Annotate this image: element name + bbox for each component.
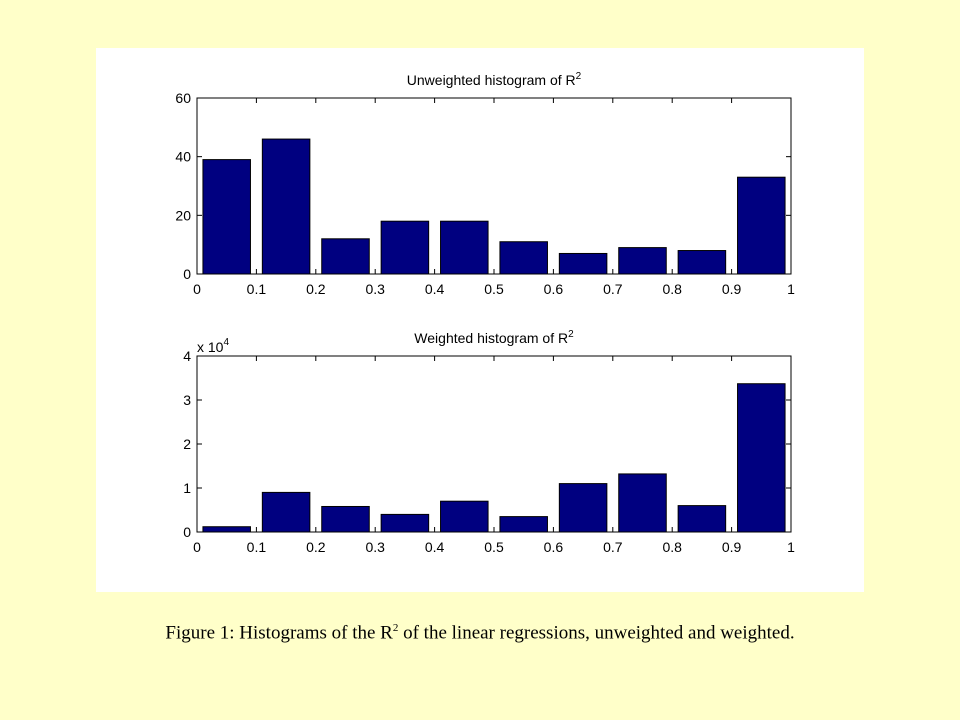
caption-superscript: 2 [392,622,399,634]
caption-text-after: of the linear regressions, unweighted an… [398,622,795,644]
unweighted-chart-title-superscript: 2 [576,71,582,82]
weighted-x-tick-label: 1 [787,539,795,555]
unweighted-x-tick-label: 1 [787,281,795,297]
weighted-x-tick-label: 0.6 [544,539,564,555]
weighted-y-tick-label: 3 [183,392,191,408]
weighted-y-tick-label: 0 [183,524,191,540]
weighted-y-tick-label: 1 [183,480,191,496]
weighted-x-tick-label: 0.2 [306,539,326,555]
weighted-y-tick-label: 2 [183,436,191,452]
unweighted-bar [499,241,548,275]
unweighted-chart-title: Unweighted histogram of R2 [407,71,582,88]
unweighted-y-tick-label: 60 [175,90,191,106]
unweighted-x-tick-label: 0.6 [544,281,564,297]
weighted-y-tick-label: 4 [183,348,191,364]
weighted-chart-title-text: Weighted histogram of R [414,330,568,346]
unweighted-x-tick-label: 0.7 [603,281,623,297]
unweighted-y-tick-label: 0 [183,266,191,282]
unweighted-bar [202,159,251,275]
unweighted-x-tick-label: 0.9 [722,281,742,297]
weighted-bar [737,383,786,533]
unweighted-bar [440,220,489,275]
weighted-chart-title-superscript: 2 [568,329,574,340]
unweighted-x-tick-label: 0.3 [365,281,385,297]
unweighted-y-tick-label: 40 [175,149,191,165]
unweighted-x-tick-label: 0.8 [662,281,682,297]
weighted-bar [380,513,430,533]
weighted-bar [261,491,311,533]
weighted-bar [321,505,370,533]
unweighted-bar [558,252,608,275]
unweighted-chart-title-text: Unweighted histogram of R [407,72,576,88]
weighted-x-tick-label: 0.9 [722,539,742,555]
weighted-x-tick-label: 0.1 [247,539,267,555]
weighted-x-tick-label: 0.5 [484,539,504,555]
weighted-bar [499,516,548,533]
weighted-y-multiplier-exponent: 4 [223,337,229,348]
unweighted-bar [737,176,786,275]
unweighted-y-tick-label: 20 [175,207,191,223]
unweighted-bar [261,138,311,275]
unweighted-bar [677,250,727,275]
weighted-bar [677,505,727,533]
weighted-y-multiplier: x 104 [197,337,229,355]
unweighted-x-tick-label: 0.2 [306,281,326,297]
unweighted-x-tick-label: 0.5 [484,281,504,297]
weighted-x-tick-label: 0.7 [603,539,623,555]
figure-panel: 0 0.1 0.2 0.3 0.4 0.5 0.6 0.7 0.8 0.9 1 0 20 40 60 Unwe… [96,48,864,592]
weighted-y-multiplier-base: x 10 [197,339,224,355]
unweighted-x-tick-label: 0.4 [425,281,445,297]
unweighted-bar [321,238,370,275]
unweighted-bar [380,220,430,275]
unweighted-x-tick-label: 0.1 [247,281,267,297]
weighted-chart-title: Weighted histogram of R2 [414,329,574,346]
weighted-bar [618,473,667,533]
weighted-x-tick-label: 0.3 [365,539,385,555]
weighted-bar [558,483,608,533]
caption-text-before: Figure 1: Histograms of the R [165,622,393,644]
weighted-bar [440,500,489,533]
weighted-bar [202,526,251,533]
weighted-x-tick-label: 0.4 [425,539,445,555]
weighted-x-tick-label: 0 [193,539,201,555]
charts-svg: 0 0.1 0.2 0.3 0.4 0.5 0.6 0.7 0.8 0.9 10204060Unwe… [175,71,795,555]
unweighted-bar [618,247,667,275]
figure-caption: Figure 1: Histograms of the R2 of the li… [0,622,960,644]
unweighted-x-tick-label: 0 [193,281,201,297]
weighted-x-tick-label: 0.8 [662,539,682,555]
